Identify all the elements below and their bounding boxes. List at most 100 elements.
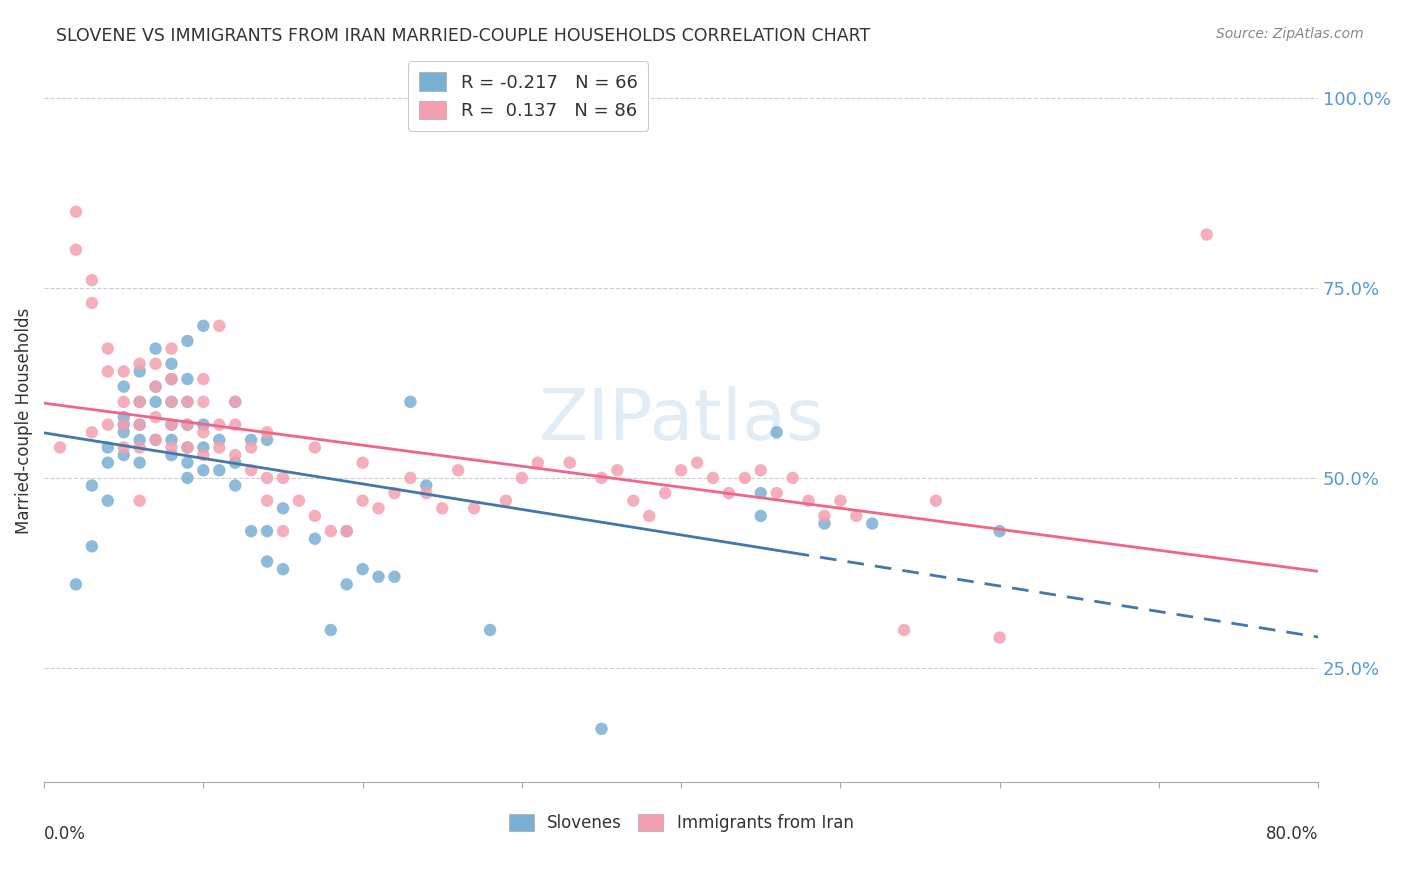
Point [304,532,326,546]
Point [145,410,167,425]
Point [224,417,246,432]
Point [193,425,215,440]
Point [49,441,72,455]
Point [145,379,167,393]
Point [495,493,517,508]
Point [112,417,135,432]
Point [352,562,374,576]
Point [112,425,135,440]
Point [176,441,198,455]
Point [65,204,87,219]
Point [988,631,1011,645]
Legend: Slovenes, Immigrants from Iran: Slovenes, Immigrants from Iran [502,807,860,838]
Point [591,722,613,736]
Point [97,456,120,470]
Point [160,394,183,409]
Point [830,493,852,508]
Point [224,478,246,492]
Point [80,425,103,440]
Point [176,394,198,409]
Point [112,394,135,409]
Point [224,394,246,409]
Point [193,394,215,409]
Point [65,577,87,591]
Point [145,342,167,356]
Point [145,433,167,447]
Point [128,441,150,455]
Point [399,471,422,485]
Text: Source: ZipAtlas.com: Source: ZipAtlas.com [1216,27,1364,41]
Point [510,471,533,485]
Point [176,471,198,485]
Point [591,471,613,485]
Point [304,508,326,523]
Point [797,493,820,508]
Point [749,463,772,477]
Point [447,463,470,477]
Text: SLOVENE VS IMMIGRANTS FROM IRAN MARRIED-COUPLE HOUSEHOLDS CORRELATION CHART: SLOVENE VS IMMIGRANTS FROM IRAN MARRIED-… [56,27,870,45]
Point [415,478,437,492]
Point [304,441,326,455]
Point [176,372,198,386]
Point [621,493,644,508]
Point [208,441,231,455]
Point [479,623,502,637]
Point [97,364,120,378]
Point [1195,227,1218,242]
Point [128,394,150,409]
Point [128,433,150,447]
Point [860,516,883,531]
Point [288,493,311,508]
Point [336,524,359,538]
Point [415,486,437,500]
Point [145,433,167,447]
Text: ZIPatlas: ZIPatlas [538,386,824,455]
Point [145,357,167,371]
Point [765,486,787,500]
Point [319,524,342,538]
Point [240,441,263,455]
Point [160,448,183,462]
Point [240,433,263,447]
Point [352,456,374,470]
Point [893,623,915,637]
Point [988,524,1011,538]
Point [193,417,215,432]
Point [80,273,103,287]
Point [208,318,231,333]
Point [208,417,231,432]
Point [271,562,294,576]
Point [336,524,359,538]
Point [224,394,246,409]
Point [112,448,135,462]
Point [638,508,661,523]
Point [176,417,198,432]
Point [160,417,183,432]
Point [845,508,868,523]
Point [717,486,740,500]
Point [128,493,150,508]
Point [384,570,406,584]
Point [160,342,183,356]
Point [463,501,485,516]
Point [256,493,278,508]
Point [271,501,294,516]
Point [112,410,135,425]
Point [256,471,278,485]
Point [176,456,198,470]
Point [128,357,150,371]
Point [128,456,150,470]
Text: 0.0%: 0.0% [44,825,86,844]
Point [336,577,359,591]
Point [702,471,724,485]
Point [399,394,422,409]
Point [813,516,835,531]
Point [97,441,120,455]
Point [224,448,246,462]
Point [813,508,835,523]
Point [128,417,150,432]
Point [654,486,676,500]
Point [367,570,389,584]
Point [160,372,183,386]
Point [176,417,198,432]
